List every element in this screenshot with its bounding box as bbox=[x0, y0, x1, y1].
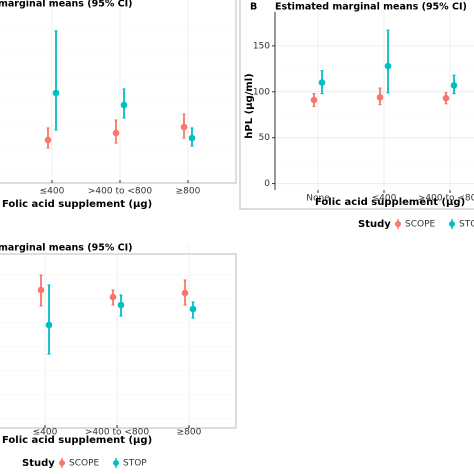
point bbox=[45, 321, 53, 329]
panel-frame bbox=[0, 253, 237, 429]
point bbox=[450, 82, 458, 89]
point bbox=[120, 101, 128, 109]
point bbox=[310, 96, 318, 104]
y-tick-label: 0 bbox=[264, 179, 270, 189]
y-axis-label: hPL (μg/ml) bbox=[244, 73, 255, 138]
point bbox=[189, 305, 197, 313]
legend-swatch bbox=[449, 221, 455, 227]
x-tick-label: >400 to <800 bbox=[88, 187, 152, 197]
x-tick-label: None bbox=[306, 194, 330, 204]
panel-letter: B bbox=[250, 2, 257, 13]
x-tick-label: ≤400 bbox=[40, 187, 65, 197]
legend-label: STOP bbox=[123, 459, 147, 469]
x-tick-label: ≤400 bbox=[33, 428, 58, 438]
point bbox=[181, 289, 189, 297]
x-tick-label: ≥800 bbox=[176, 187, 201, 197]
x-axis-label: Folic acid supplement (μg) bbox=[2, 435, 152, 446]
legend-title: Study bbox=[358, 219, 391, 230]
point bbox=[37, 286, 45, 294]
x-axis-label: Folic acid supplement (μg) bbox=[315, 197, 465, 208]
point bbox=[112, 129, 120, 137]
panel-frame bbox=[239, 0, 474, 210]
chart-title: Estimated marginal means (95% CI) bbox=[275, 2, 467, 13]
legend-title: Study bbox=[22, 458, 55, 469]
chart-title: marginal means (95% CI) bbox=[0, 243, 133, 254]
point bbox=[384, 62, 392, 70]
x-tick-label: ≥800 bbox=[177, 428, 202, 438]
point bbox=[109, 293, 117, 301]
panel-frame bbox=[0, 0, 237, 184]
chart-title: marginal means (95% CI) bbox=[0, 0, 133, 10]
legend-label: STOP bbox=[459, 220, 474, 230]
y-tick-label: 100 bbox=[253, 87, 270, 97]
legend-label: SCOPE bbox=[69, 459, 100, 469]
point bbox=[188, 134, 196, 142]
legend-label: SCOPE bbox=[405, 220, 436, 230]
legend-swatch bbox=[59, 460, 65, 466]
x-tick-label: >400 to <800 bbox=[418, 194, 474, 204]
x-tick-label: >400 to <800 bbox=[85, 428, 149, 438]
point bbox=[180, 123, 188, 131]
point bbox=[117, 301, 125, 309]
point bbox=[318, 79, 326, 86]
y-tick-label: 150 bbox=[253, 41, 270, 51]
point bbox=[442, 94, 450, 102]
legend-swatch bbox=[395, 221, 401, 227]
legend-swatch bbox=[113, 460, 119, 466]
x-axis-label: Folic acid supplement (μg) bbox=[2, 199, 152, 210]
point bbox=[44, 136, 52, 144]
y-tick-label: 50 bbox=[259, 133, 271, 143]
x-tick-label: ≤400 bbox=[372, 194, 397, 204]
point bbox=[52, 89, 60, 97]
point bbox=[376, 93, 384, 101]
